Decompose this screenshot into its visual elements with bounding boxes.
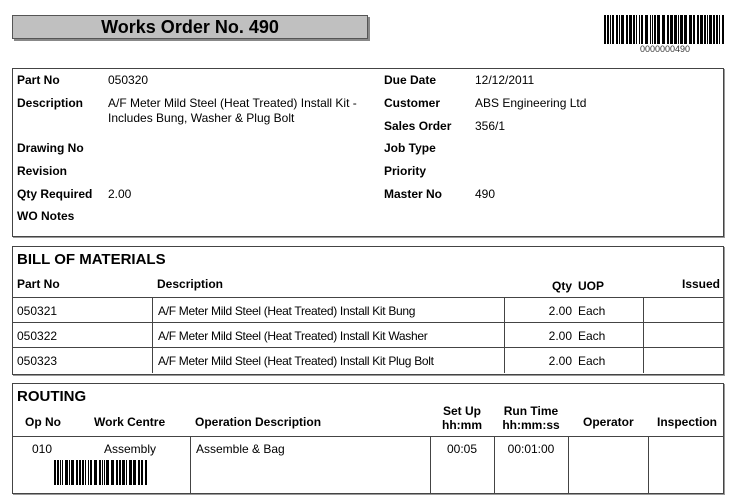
detail-label: WO Notes [17,209,75,223]
detail-value: 12/12/2011 [475,73,535,87]
bom-uop: Each [578,329,606,343]
bom-uop: Each [578,304,606,318]
routing-col-setup: Set Up hh:mm [430,404,494,432]
run-time: 00:01:00 [507,442,555,456]
detail-label: Description [17,96,84,110]
barcode-text: 0000000490 [639,44,691,54]
detail-label: Due Date [384,73,437,87]
bill-of-materials [12,246,724,375]
bom-desc: A/F Meter Mild Steel (Heat Treated) Inst… [158,329,428,343]
bom-title: BILL OF MATERIALS [17,251,166,268]
detail-label: Revision [17,164,68,178]
setup-unit: hh:mm [442,418,482,432]
detail-value: 2.00 [108,187,132,201]
bom-part: 050322 [17,329,58,343]
details-panel [12,68,724,237]
routing-col-inspection: Inspection [657,415,718,429]
detail-value: 050320 [108,73,149,87]
bom-part: 050321 [17,304,58,318]
works-order-barcode [604,15,726,44]
bom-col-part: Part No [17,277,60,291]
work-centre: Assembly [104,442,157,456]
run-label: Run Time [503,404,559,418]
bom-uop: Each [578,354,606,368]
bom-desc: A/F Meter Mild Steel (Heat Treated) Inst… [158,354,434,368]
routing-col-operator: Operator [583,415,634,429]
operation-barcode [54,460,148,485]
detail-label: Qty Required [17,187,93,201]
detail-value: A/F Meter Mild Steel (Heat Treated) Inst… [108,96,357,125]
bom-part: 050323 [17,354,58,368]
bom-col-desc: Description [157,277,224,291]
works-order-title: Works Order No. 490 [12,15,368,39]
bom-qty: 2.00 [548,329,572,343]
bom-qty: 2.00 [548,354,572,368]
op-no: 010 [32,442,53,456]
setup-time: 00:05 [446,442,478,456]
detail-label: Sales Order [384,119,452,133]
routing [12,383,724,494]
detail-value: ABS Engineering Ltd [475,96,587,110]
detail-label: Customer [384,96,441,110]
operation-description: Assemble & Bag [196,442,285,456]
routing-title: ROUTING [17,388,87,405]
routing-col-wc: Work Centre [94,415,166,429]
bom-desc: A/F Meter Mild Steel (Heat Treated) Inst… [158,304,416,318]
bom-col-qty: Qty [551,279,572,293]
routing-col-desc: Operation Description [195,415,322,429]
routing-col-run: Run Time hh:mm:ss [494,404,568,432]
detail-label: Job Type [384,141,436,155]
run-unit: hh:mm:ss [502,418,560,432]
routing-col-op: Op No [25,415,61,429]
detail-label: Priority [384,164,427,178]
bom-col-uop: UOP [578,279,605,293]
detail-value: 490 [475,187,496,201]
detail-label: Drawing No [17,141,84,155]
detail-value: 356/1 [475,119,506,133]
detail-label: Part No [17,73,60,87]
setup-label: Set Up [442,404,481,418]
bom-col-issued: Issued [681,277,720,291]
bom-qty: 2.00 [548,304,572,318]
detail-label: Master No [384,187,443,201]
